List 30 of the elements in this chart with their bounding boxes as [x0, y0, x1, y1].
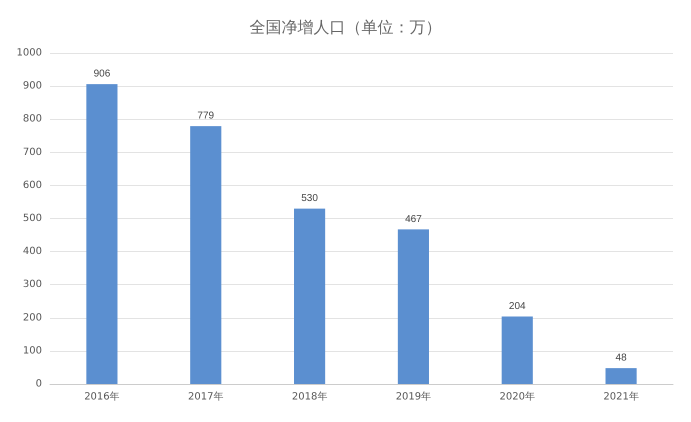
x-tick-label: 2020年	[500, 390, 535, 402]
chart-title: 全国净增人口（单位：万）	[250, 18, 442, 36]
y-tick-label: 0	[36, 378, 42, 390]
data-label: 48	[616, 352, 628, 364]
data-label: 906	[94, 68, 111, 80]
y-tick-label: 600	[22, 180, 42, 191]
bar	[294, 208, 326, 384]
y-tick-label: 500	[22, 213, 42, 224]
y-tick-label: 300	[22, 279, 42, 290]
data-label: 530	[301, 193, 318, 204]
y-tick-label: 100	[22, 345, 42, 356]
bar	[502, 316, 533, 384]
y-tick-label: 1000	[16, 48, 42, 58]
y-tick-label: 700	[22, 146, 42, 158]
data-label: 779	[197, 110, 215, 122]
x-tick-label: 2021年	[603, 390, 639, 402]
y-tick-label: 400	[22, 246, 42, 258]
x-tick-label: 2016年	[84, 390, 120, 402]
bar	[86, 84, 118, 384]
bar	[190, 126, 222, 384]
x-tick-label: 2017年	[188, 390, 224, 402]
bar	[606, 368, 637, 384]
y-tick-label: 800	[22, 114, 42, 125]
data-label: 467	[405, 214, 422, 225]
x-tick-label: 2019年	[396, 390, 432, 402]
y-tick-label: 200	[22, 312, 42, 324]
y-tick-label: 900	[22, 80, 42, 92]
x-tick-label: 2018年	[292, 390, 328, 402]
bar	[398, 229, 429, 384]
data-label: 204	[508, 300, 526, 312]
